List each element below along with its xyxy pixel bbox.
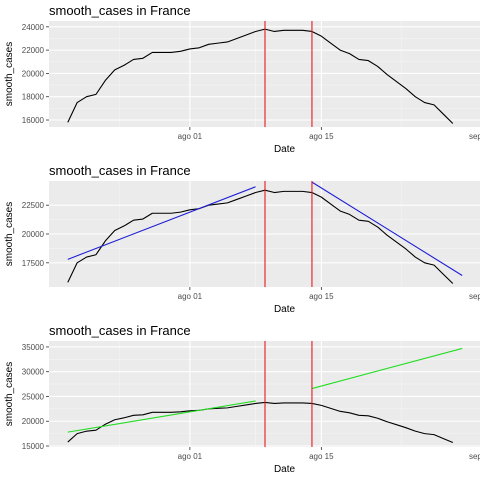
chart-title: smooth_cases in France bbox=[49, 323, 191, 338]
y-tick-label: 22500 bbox=[22, 201, 45, 210]
x-tick-label: ago 01 bbox=[178, 292, 203, 301]
y-tick-label: 24000 bbox=[22, 23, 45, 32]
series-line-smooth-cases bbox=[67, 189, 454, 284]
fit-line-2 bbox=[311, 347, 463, 390]
chart-title: smooth_cases in France bbox=[49, 163, 191, 178]
fit-line-1 bbox=[67, 400, 256, 433]
x-tick-label: sep 01 bbox=[469, 292, 480, 301]
y-axis-label: smooth_cases bbox=[4, 362, 15, 426]
y-tick-label: 16000 bbox=[22, 116, 45, 125]
chart-panel-1: smooth_cases in France 16000 18000 20000 220… bbox=[4, 3, 480, 155]
x-tick-label: ago 15 bbox=[309, 132, 334, 141]
series-line-smooth-cases bbox=[67, 28, 454, 124]
y-tick-label: 35000 bbox=[22, 343, 45, 352]
y-tick-label: 20000 bbox=[22, 230, 45, 239]
x-axis-label: Date bbox=[274, 304, 296, 315]
y-axis-label: smooth_cases bbox=[4, 42, 15, 106]
y-tick-label: 15000 bbox=[22, 442, 45, 451]
x-tick-label: sep 01 bbox=[469, 132, 480, 141]
series-line-smooth-cases bbox=[67, 401, 454, 444]
chart-title: smooth_cases in France bbox=[49, 3, 191, 18]
chart-panel-3: smooth_cases in France 15000 20000 25000 300… bbox=[4, 323, 480, 475]
x-axis-label: Date bbox=[274, 464, 296, 475]
x-tick-label: sep 01 bbox=[469, 452, 480, 461]
x-tick-label: ago 01 bbox=[178, 452, 203, 461]
x-axis-label: Date bbox=[274, 144, 296, 155]
y-tick-label: 17500 bbox=[22, 259, 45, 268]
chart-panel-2: smooth_cases in France 17500 20000 22500 ago… bbox=[4, 163, 480, 315]
y-tick-label: 25000 bbox=[22, 392, 45, 401]
y-tick-label: 22000 bbox=[22, 46, 45, 55]
x-tick-label: ago 01 bbox=[178, 132, 203, 141]
fit-line-1 bbox=[67, 186, 256, 260]
x-tick-label: ago 15 bbox=[309, 452, 334, 461]
y-axis-label: smooth_cases bbox=[4, 202, 15, 266]
y-tick-label: 20000 bbox=[22, 417, 45, 426]
y-tick-label: 18000 bbox=[22, 93, 45, 102]
y-tick-label: 30000 bbox=[22, 368, 45, 377]
fit-line-2 bbox=[311, 181, 463, 276]
y-tick-label: 20000 bbox=[22, 69, 45, 78]
x-tick-label: ago 15 bbox=[309, 292, 334, 301]
